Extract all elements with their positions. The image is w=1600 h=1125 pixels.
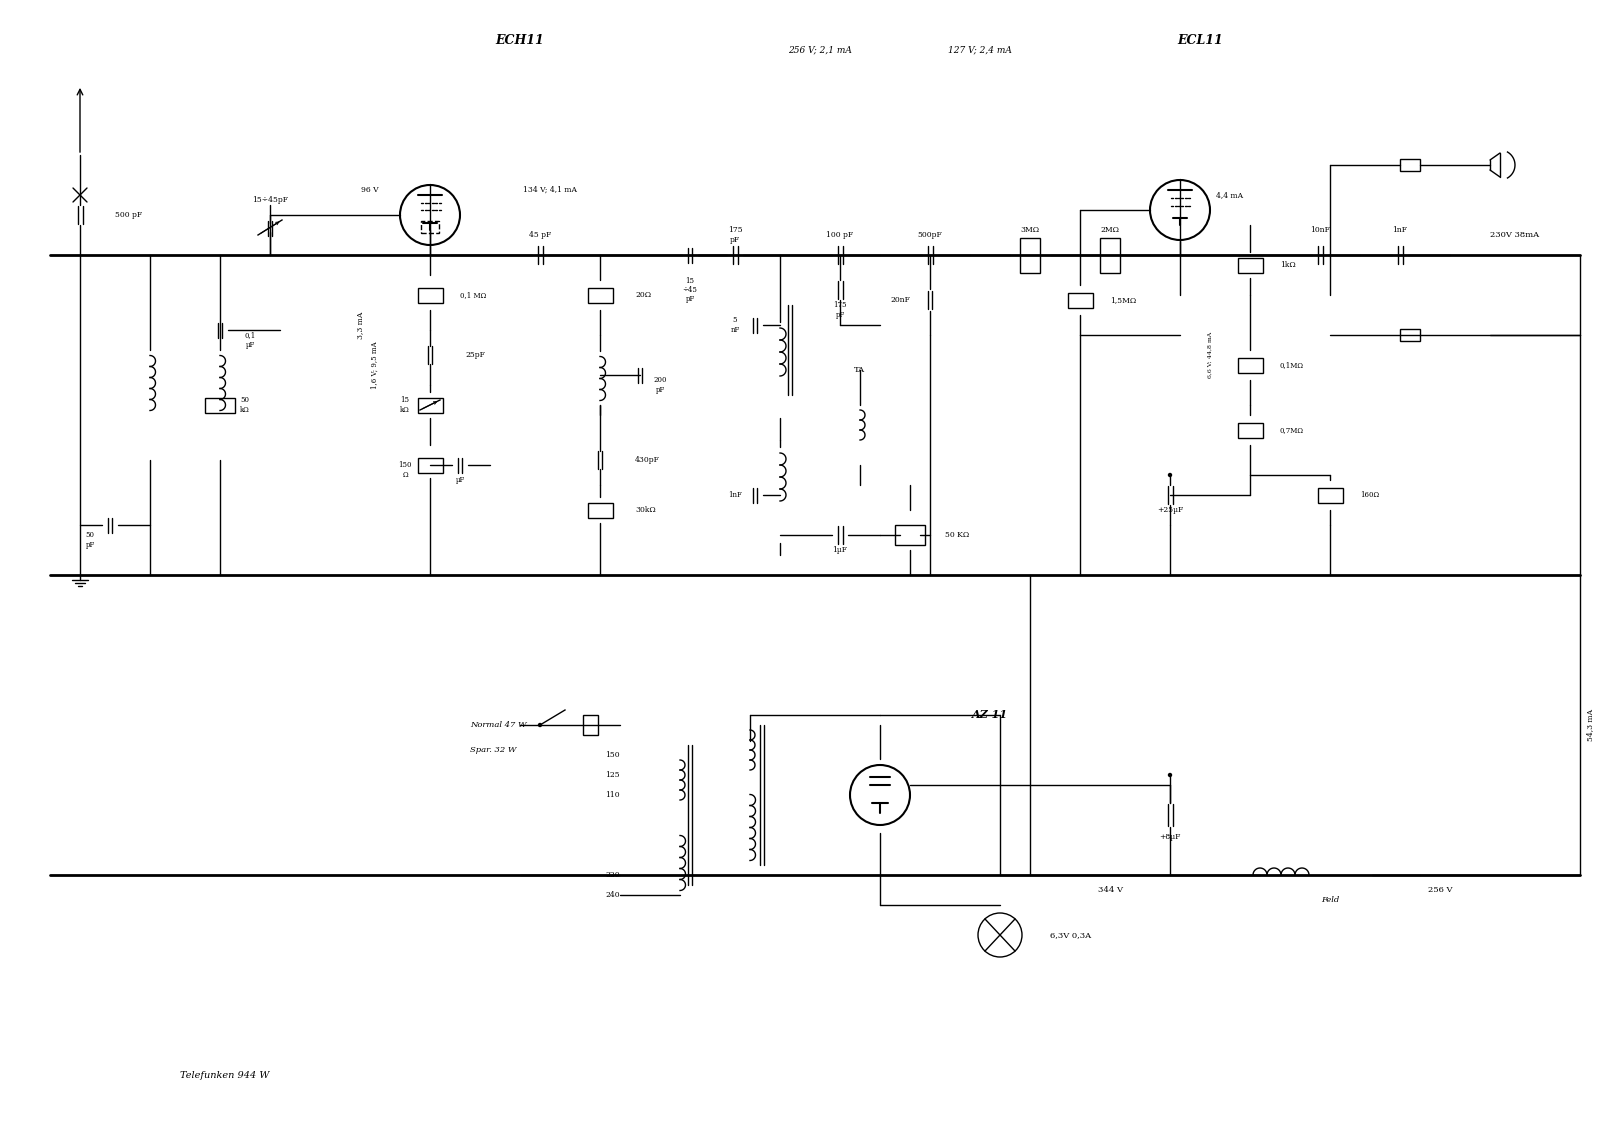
- Text: 175
pF: 175 pF: [728, 226, 742, 244]
- Bar: [418, 458, 443, 472]
- Text: 230V 38mA: 230V 38mA: [1490, 231, 1539, 238]
- Text: 96 V: 96 V: [362, 186, 379, 193]
- Bar: [587, 503, 613, 518]
- Text: 430pF: 430pF: [635, 456, 659, 464]
- Text: 6,3V 0,3A: 6,3V 0,3A: [1050, 932, 1091, 939]
- Bar: [1237, 423, 1262, 438]
- Bar: [1400, 159, 1421, 171]
- Text: 5
nF: 5 nF: [730, 316, 739, 334]
- Text: +25µF: +25µF: [1157, 506, 1182, 514]
- Text: 50
kΩ: 50 kΩ: [240, 396, 250, 414]
- Text: 15
÷45
pF: 15 ÷45 pF: [683, 277, 698, 304]
- Text: 25pF: 25pF: [466, 351, 485, 359]
- Text: ECL11: ECL11: [1178, 34, 1222, 46]
- Text: 20Ω: 20Ω: [635, 291, 651, 299]
- Text: 0,1MΩ: 0,1MΩ: [1280, 361, 1304, 369]
- Text: 500pF: 500pF: [918, 231, 942, 238]
- Text: µF: µF: [456, 476, 464, 484]
- Text: ECH11: ECH11: [496, 34, 544, 46]
- Bar: [418, 288, 443, 303]
- Text: 150: 150: [605, 752, 621, 759]
- Text: 15÷45pF: 15÷45pF: [253, 196, 288, 204]
- Bar: [894, 525, 925, 544]
- Text: 50 KΩ: 50 KΩ: [946, 531, 970, 539]
- Text: 256 V; 2,1 mA: 256 V; 2,1 mA: [789, 45, 851, 54]
- Circle shape: [1168, 774, 1171, 776]
- Circle shape: [1168, 474, 1171, 477]
- Text: 0,1 MΩ: 0,1 MΩ: [461, 291, 486, 299]
- Text: 30kΩ: 30kΩ: [635, 506, 656, 514]
- Text: 4,4 mA: 4,4 mA: [1216, 191, 1243, 199]
- Text: Telefunken 944 W: Telefunken 944 W: [179, 1071, 269, 1080]
- Text: 0,7MΩ: 0,7MΩ: [1280, 426, 1304, 434]
- Text: 150
Ω: 150 Ω: [398, 461, 411, 478]
- Text: 0,1
µF: 0,1 µF: [245, 332, 256, 349]
- Text: Spar. 32 W: Spar. 32 W: [470, 746, 517, 754]
- Text: 256 V: 256 V: [1427, 886, 1453, 894]
- Bar: [205, 397, 235, 413]
- Text: 15
kΩ: 15 kΩ: [400, 396, 410, 414]
- Bar: [1101, 237, 1120, 272]
- Text: 175
pF: 175 pF: [834, 302, 846, 318]
- Bar: [1237, 258, 1262, 272]
- Text: 6,6 V; 44,8 mA: 6,6 V; 44,8 mA: [1208, 332, 1213, 378]
- Text: 1nF: 1nF: [1392, 226, 1408, 234]
- Text: 54,3 mA: 54,3 mA: [1586, 709, 1594, 741]
- Bar: [421, 220, 438, 233]
- Text: 45 pF: 45 pF: [530, 231, 550, 238]
- Text: 1nF: 1nF: [728, 490, 742, 500]
- Text: 1,5MΩ: 1,5MΩ: [1110, 296, 1136, 304]
- Text: 1kΩ: 1kΩ: [1280, 261, 1296, 269]
- Bar: [1021, 237, 1040, 272]
- Text: 100 pF: 100 pF: [827, 231, 853, 238]
- Bar: [587, 288, 613, 303]
- Text: 1,6 V; 9,5 mA: 1,6 V; 9,5 mA: [371, 341, 379, 389]
- Text: 200
pF: 200 pF: [653, 377, 667, 394]
- Text: 20nF: 20nF: [890, 296, 910, 304]
- Text: +8µF: +8µF: [1160, 832, 1181, 842]
- Bar: [1237, 358, 1262, 372]
- Text: 2MΩ: 2MΩ: [1101, 226, 1120, 234]
- Text: 110: 110: [605, 791, 621, 799]
- Text: 3,3 mA: 3,3 mA: [355, 312, 365, 339]
- Text: 10nF: 10nF: [1310, 226, 1330, 234]
- Bar: [418, 397, 443, 413]
- Bar: [1067, 292, 1093, 307]
- Bar: [582, 716, 597, 735]
- Text: 127 V; 2,4 mA: 127 V; 2,4 mA: [949, 45, 1011, 54]
- Text: AZ 11: AZ 11: [971, 710, 1008, 720]
- Text: 3MΩ: 3MΩ: [1021, 226, 1040, 234]
- Text: 1µF: 1µF: [832, 546, 848, 554]
- Bar: [1317, 487, 1342, 503]
- Text: TA: TA: [854, 366, 866, 374]
- Text: Feld: Feld: [1322, 896, 1339, 904]
- Text: 500 pF: 500 pF: [115, 212, 142, 219]
- Text: 220: 220: [605, 871, 621, 879]
- Circle shape: [539, 723, 541, 727]
- Text: 160Ω: 160Ω: [1360, 490, 1379, 500]
- Bar: [1400, 328, 1421, 341]
- Text: 50
pF: 50 pF: [85, 531, 94, 549]
- Text: 344 V: 344 V: [1098, 886, 1123, 894]
- Text: 125: 125: [605, 771, 621, 778]
- Text: 134 V; 4,1 mA: 134 V; 4,1 mA: [523, 186, 578, 193]
- Text: Normal 47 W: Normal 47 W: [470, 721, 526, 729]
- Text: 240: 240: [605, 891, 621, 899]
